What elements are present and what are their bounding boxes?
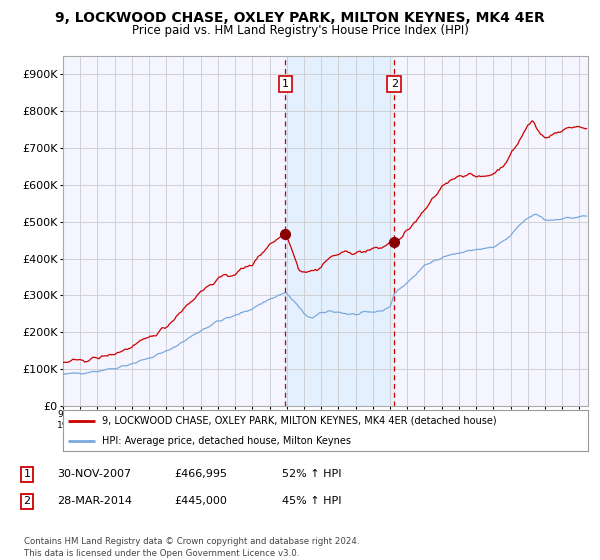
Text: HPI: Average price, detached house, Milton Keynes: HPI: Average price, detached house, Milt…: [103, 436, 352, 446]
Text: 52% ↑ HPI: 52% ↑ HPI: [282, 469, 341, 479]
Text: 1: 1: [282, 79, 289, 89]
Text: 45% ↑ HPI: 45% ↑ HPI: [282, 496, 341, 506]
Text: 28-MAR-2014: 28-MAR-2014: [57, 496, 132, 506]
Bar: [286, 56, 394, 406]
Text: Contains HM Land Registry data © Crown copyright and database right 2024.
This d: Contains HM Land Registry data © Crown c…: [24, 537, 359, 558]
Text: £445,000: £445,000: [174, 496, 227, 506]
Text: 9, LOCKWOOD CHASE, OXLEY PARK, MILTON KEYNES, MK4 4ER (detached house): 9, LOCKWOOD CHASE, OXLEY PARK, MILTON KE…: [103, 416, 497, 426]
Text: Price paid vs. HM Land Registry's House Price Index (HPI): Price paid vs. HM Land Registry's House …: [131, 24, 469, 36]
Text: 2: 2: [391, 79, 398, 89]
Text: 2: 2: [23, 496, 31, 506]
Text: 30-NOV-2007: 30-NOV-2007: [57, 469, 131, 479]
Text: £466,995: £466,995: [174, 469, 227, 479]
Text: 1: 1: [23, 469, 31, 479]
Text: 9, LOCKWOOD CHASE, OXLEY PARK, MILTON KEYNES, MK4 4ER: 9, LOCKWOOD CHASE, OXLEY PARK, MILTON KE…: [55, 11, 545, 25]
